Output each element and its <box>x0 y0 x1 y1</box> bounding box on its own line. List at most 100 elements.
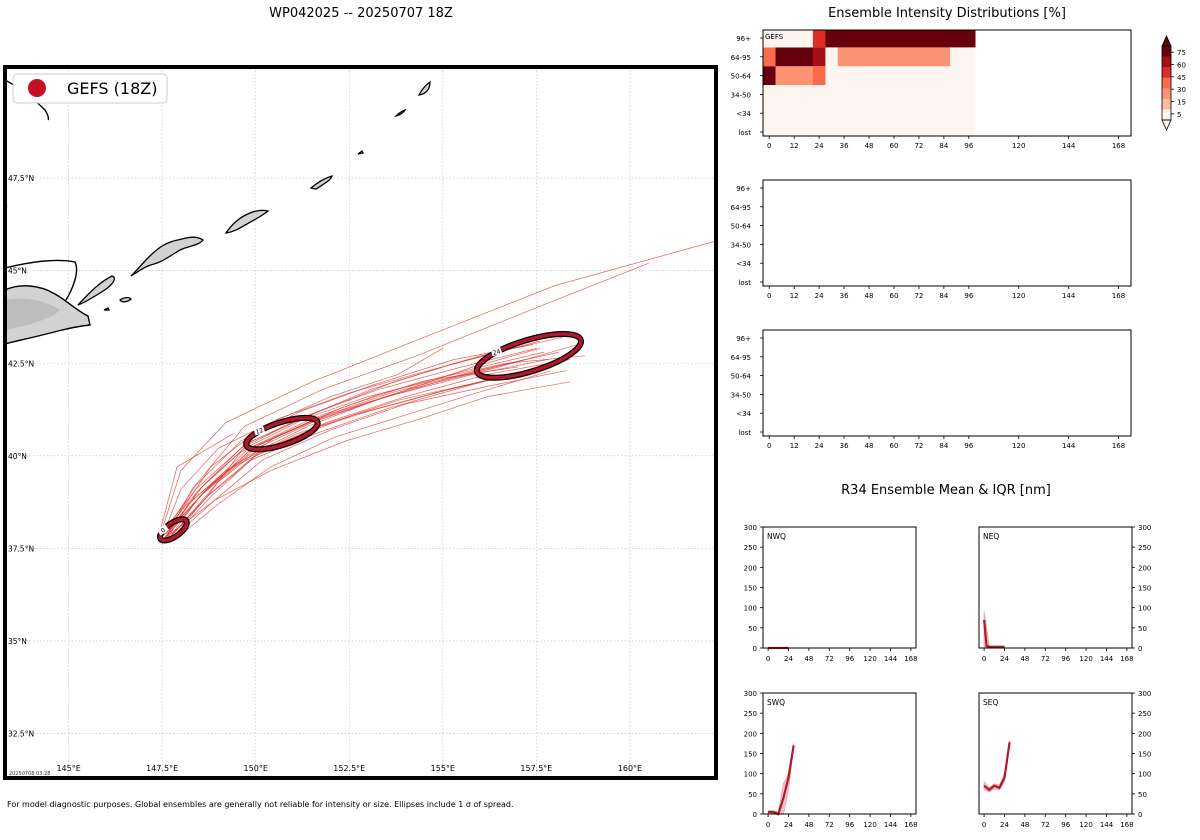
intensity-cell <box>775 66 789 85</box>
r34-ytick-label: 50 <box>748 625 757 633</box>
intensity-panel-3: 0 12 24 36 48 60 72 84 96 120 144 168 lost <34 34-50 50… <box>731 329 1132 450</box>
colorbar-extend-top <box>1161 35 1172 47</box>
r34-mean-line <box>983 619 1005 648</box>
intensity-cell <box>862 85 876 104</box>
intensity-cell <box>900 30 914 48</box>
intensity-cell <box>800 66 814 85</box>
intensity-cell <box>812 103 826 123</box>
intensity-cell <box>825 66 839 85</box>
intensity-cell <box>837 66 851 85</box>
intensity-cell <box>775 103 789 123</box>
intensity-xtick-label: 72 <box>914 292 923 300</box>
intensity-cell <box>887 122 901 136</box>
intensity-cell <box>850 47 864 67</box>
map-lon-label: 147.5°E <box>146 764 178 773</box>
r34-panel-seq: SEQ 0 24 48 72 96 120 144 168 0 50 100 150 200 250 300 <box>978 690 1151 829</box>
r34-ytick-label: 250 <box>1138 544 1151 552</box>
map-lon-label: 150°E <box>244 764 268 773</box>
intensity-xtick-label: 24 <box>815 142 824 150</box>
intensity-cell <box>837 103 851 123</box>
member-track <box>165 344 533 531</box>
intensity-cell <box>862 103 876 123</box>
land-urup <box>224 209 270 234</box>
footnote: For model diagnostic purposes. Global en… <box>7 800 514 809</box>
intensity-xtick-label: 96 <box>964 142 973 150</box>
intensity-cell <box>887 47 901 67</box>
intensity-ytick-label: <34 <box>736 110 751 118</box>
intensity-cell <box>763 122 776 136</box>
intensity-cell <box>850 30 864 48</box>
intensity-cell <box>800 30 814 48</box>
intensity-xtick-label: 60 <box>890 442 899 450</box>
r34-xtick-label: 168 <box>1120 821 1133 829</box>
r34-xtick-label: 144 <box>884 655 898 663</box>
r34-xtick-label: 0 <box>982 821 986 829</box>
intensity-ytick-label: 64-95 <box>731 354 751 362</box>
intensity-cell <box>850 122 864 136</box>
intensity-axes-frame <box>762 329 1132 437</box>
intensity-cell <box>925 85 939 104</box>
colorbar-segment <box>1162 88 1171 100</box>
r34-ytick-label: 150 <box>1138 585 1151 593</box>
r34-ytick-label: 100 <box>744 771 757 779</box>
figure-title: WP042025 -- 20250707 18Z <box>269 6 453 21</box>
intensity-cell <box>763 103 776 123</box>
member-track <box>169 348 541 542</box>
intensity-cell <box>862 30 876 48</box>
ellipse-label-bg <box>253 425 266 436</box>
ellipse-spread <box>475 332 583 380</box>
r34-xtick-label: 24 <box>1000 655 1009 663</box>
intensity-cell <box>962 103 976 123</box>
intensity-xtick-label: 48 <box>865 292 874 300</box>
intensity-ytick-label: 64-95 <box>731 54 751 62</box>
intensity-cell <box>900 122 914 136</box>
r34-ytick-label: 50 <box>748 791 757 799</box>
intensity-cell <box>787 66 801 85</box>
r34-xtick-label: 96 <box>1061 655 1070 663</box>
colorbar-segment <box>1162 98 1171 110</box>
intensity-xtick-label: 144 <box>1062 442 1076 450</box>
colorbar-tick-label: 60 <box>1177 62 1186 70</box>
intensity-axes-frame <box>762 179 1132 287</box>
intensity-cell <box>937 103 951 123</box>
land-hokkaido-inner <box>5 298 60 330</box>
intensity-cell <box>862 66 876 85</box>
colorbar-frame <box>1161 45 1172 121</box>
intensity-cell <box>763 85 776 104</box>
intensity-cell <box>887 103 901 123</box>
intensity-xtick-label: 72 <box>914 442 923 450</box>
intensity-cell <box>775 85 789 104</box>
legend-label: GEFS (18Z) <box>67 79 157 98</box>
intensity-cell <box>875 47 889 67</box>
map-lat-label: 40°N <box>8 452 27 461</box>
colorbar-tick-label: 15 <box>1177 99 1186 107</box>
land-hokkaido-north <box>5 259 78 301</box>
ellipse-group: 12 <box>243 414 321 453</box>
r34-xtick-label: 120 <box>1079 821 1092 829</box>
intensity-cell <box>887 30 901 48</box>
r34-xtick-label: 48 <box>1020 821 1029 829</box>
ellipse-label: 12 <box>255 427 265 436</box>
intensity-ytick-label: 50-64 <box>731 373 752 381</box>
r34-ytick-label: 300 <box>744 524 757 532</box>
r34-ytick-label: 100 <box>744 605 757 613</box>
intensity-xtick-label: 96 <box>964 292 973 300</box>
intensity-cell <box>950 85 963 104</box>
intensity-ytick-label: <34 <box>736 260 751 268</box>
r34-ytick-label: 300 <box>1138 690 1151 698</box>
colorbar-tick-label: 75 <box>1177 49 1186 57</box>
r34-xtick-label: 72 <box>1041 655 1050 663</box>
colorbar-tick-label: 45 <box>1177 74 1186 82</box>
land-ketoy <box>357 150 364 155</box>
intensity-xtick-label: 12 <box>790 142 799 150</box>
intensity-xtick-label: 36 <box>840 442 849 450</box>
r34-ytick-label: 150 <box>744 585 757 593</box>
intensity-cell <box>850 66 864 85</box>
r34-ytick-label: 100 <box>1138 605 1151 613</box>
intensity-cell <box>812 66 826 85</box>
intensity-cell <box>850 85 864 104</box>
intensity-xtick-label: 144 <box>1062 142 1076 150</box>
track-map: 0 12 24 145°E 147.5°E 150°E 152.5°E 155°E 157.5… <box>3 65 718 780</box>
map-tick-labels: 145°E 147.5°E 150°E 152.5°E 155°E 157.5°E 160°… <box>8 174 642 773</box>
